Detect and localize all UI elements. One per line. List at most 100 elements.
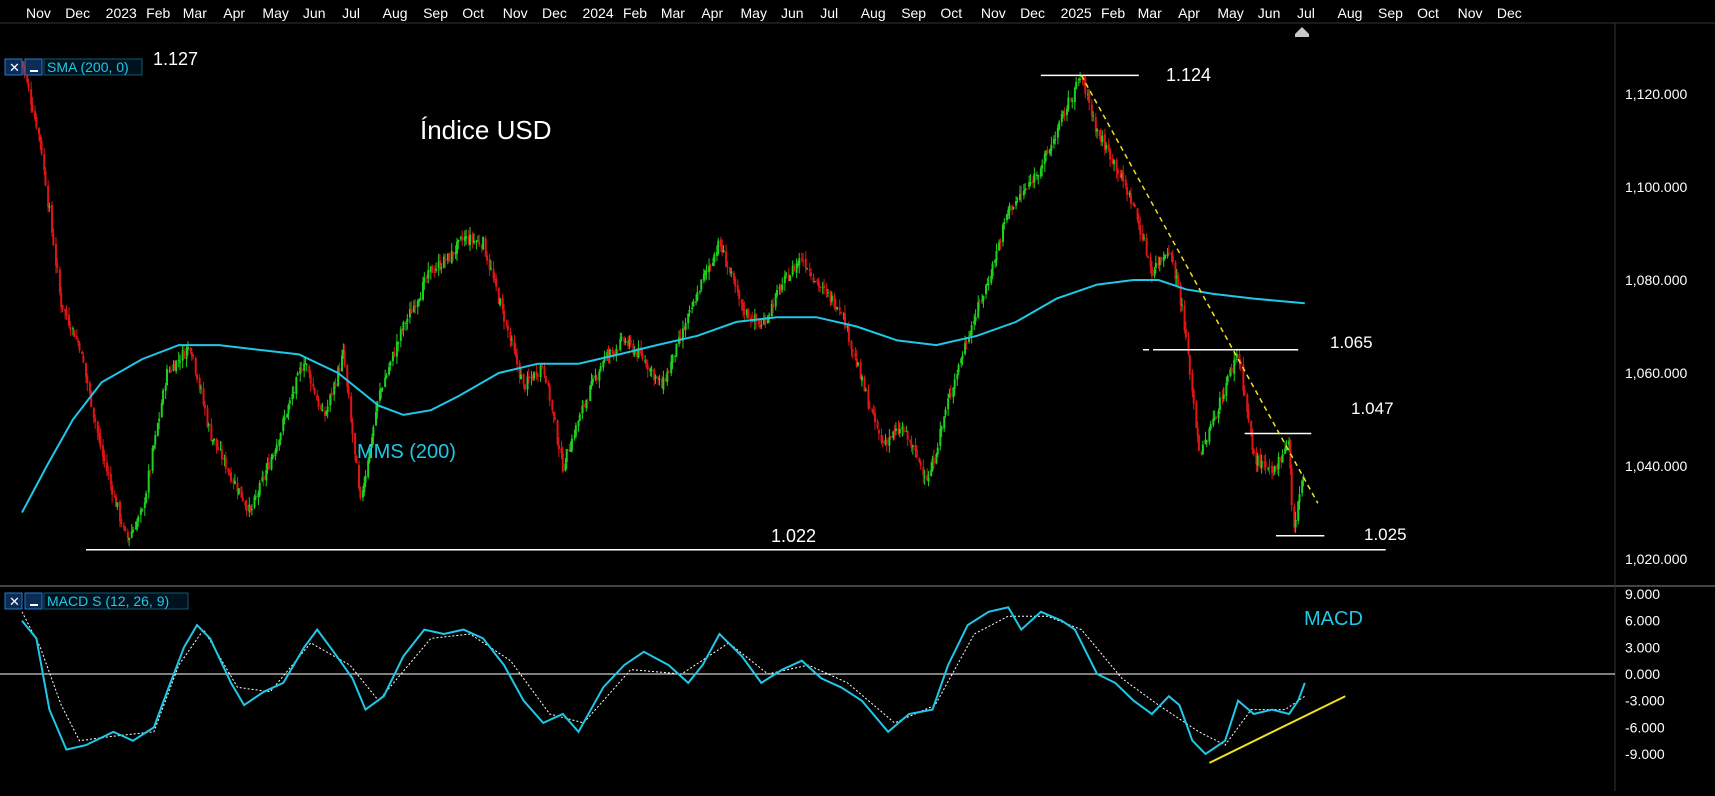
candle-body	[944, 409, 947, 415]
candle-body	[935, 454, 938, 464]
sma-indicator-badge[interactable]: ✕ SMA (200, 0)	[4, 58, 143, 76]
candle-body	[982, 296, 985, 301]
candle-body	[1012, 207, 1015, 209]
candle-body	[414, 305, 417, 309]
candle-body	[274, 450, 277, 457]
candle-body	[85, 362, 88, 377]
candle-body	[986, 283, 989, 286]
candle-body	[662, 377, 665, 390]
candle-body	[910, 443, 913, 449]
candle-body	[760, 324, 763, 326]
candle-body	[454, 252, 457, 255]
sma-close-button[interactable]	[4, 58, 23, 76]
price-y-tick-label: 1,100.000	[1625, 179, 1687, 195]
candle-body	[569, 448, 572, 452]
candle-body	[846, 325, 849, 329]
macd-signal-line[interactable]	[21, 611, 1306, 746]
current-time-marker-icon[interactable]	[1295, 27, 1309, 37]
candle-body	[1067, 97, 1070, 110]
candle-body	[249, 506, 252, 511]
sma-line[interactable]	[21, 279, 1305, 513]
candle-body	[1043, 154, 1046, 164]
candle-body	[999, 240, 1002, 243]
candle-body	[399, 329, 402, 341]
candle-body	[702, 274, 705, 281]
macd-indicator-badge[interactable]: ✕ MACD S (12, 26, 9)	[4, 592, 189, 610]
candle-body	[836, 307, 839, 310]
candle-body	[1267, 468, 1270, 470]
candle-body	[1007, 210, 1010, 216]
macd-close-button[interactable]	[4, 592, 23, 610]
candle-body	[265, 469, 268, 481]
candle-body	[649, 368, 652, 372]
candle-body	[258, 482, 261, 495]
candle-body	[1298, 494, 1301, 503]
candle-body	[834, 306, 837, 309]
candle-body	[1153, 269, 1156, 276]
macd-trendline[interactable]	[1208, 695, 1346, 764]
macd-minimize-button[interactable]	[24, 592, 43, 610]
candle-body	[796, 263, 799, 265]
candle-body	[305, 364, 308, 366]
time-axis[interactable]: Nov Dec 2023 Feb Mar Apr May Jun Jul Aug Sep Oct Nov…	[0, 5, 1715, 24]
price-y-tick-label: 1,080.000	[1625, 272, 1687, 288]
candle-body	[194, 357, 197, 374]
candle-body	[1235, 353, 1238, 358]
candle-body	[868, 407, 871, 409]
candle-body	[948, 393, 951, 398]
candle-body	[732, 272, 735, 281]
candle-body	[1054, 139, 1057, 141]
candle-body	[427, 270, 430, 279]
macd-line[interactable]	[21, 606, 1306, 756]
candle-body	[107, 471, 110, 474]
candle-body	[224, 456, 227, 469]
candle-body	[519, 374, 522, 380]
candle-body	[196, 374, 199, 380]
sma-minimize-button[interactable]	[24, 58, 43, 76]
candle-body	[1200, 451, 1203, 455]
candle-body	[590, 381, 593, 387]
macd-panel[interactable]	[0, 606, 1615, 764]
candle-body	[793, 265, 796, 272]
price-axis[interactable]: 1,120.000 1,100.000 1,080.000 1,060.000 1,04…	[1614, 23, 1687, 791]
candle-body	[469, 234, 472, 245]
price-panel[interactable]	[0, 60, 1715, 587]
candle-body	[516, 354, 519, 365]
candle-body	[1084, 77, 1087, 95]
candle-body	[488, 258, 491, 270]
macd-axis[interactable]: 9.000 6.000 3.000 0.000 -3.000 -6.000 -9.000	[1625, 586, 1665, 762]
candle-body	[949, 393, 952, 396]
candle-body	[493, 278, 496, 280]
candle-body	[675, 343, 678, 357]
candle-body	[346, 364, 349, 387]
macd-y-tick-label: 0.000	[1625, 666, 1660, 682]
time-tick-label: May	[741, 5, 767, 21]
candle-body	[442, 256, 445, 268]
candle-body	[705, 270, 708, 272]
candle-body	[120, 519, 123, 525]
candle-body	[766, 316, 769, 324]
candle-body	[484, 238, 487, 257]
candle-body	[374, 411, 377, 426]
candle-body	[1079, 78, 1082, 80]
candle-body	[709, 264, 712, 267]
candle-body	[435, 268, 438, 271]
candle-body	[956, 373, 959, 380]
candle-body	[275, 444, 278, 452]
candle-body	[189, 347, 192, 351]
candle-body	[31, 105, 34, 112]
candle-body	[96, 421, 99, 433]
candle-body	[884, 440, 887, 445]
price-trendline[interactable]	[1080, 75, 1319, 504]
candle-body	[326, 406, 329, 412]
candle-body	[75, 335, 78, 339]
candle-body	[623, 338, 626, 342]
candle-body	[510, 339, 513, 341]
time-tick-label: Mar	[1138, 5, 1162, 21]
candle-body	[1205, 440, 1208, 442]
candle-body	[385, 375, 388, 378]
candle-body	[115, 496, 118, 507]
candle-body	[190, 351, 193, 357]
candle-body	[855, 357, 858, 367]
candle-body	[1242, 364, 1245, 392]
